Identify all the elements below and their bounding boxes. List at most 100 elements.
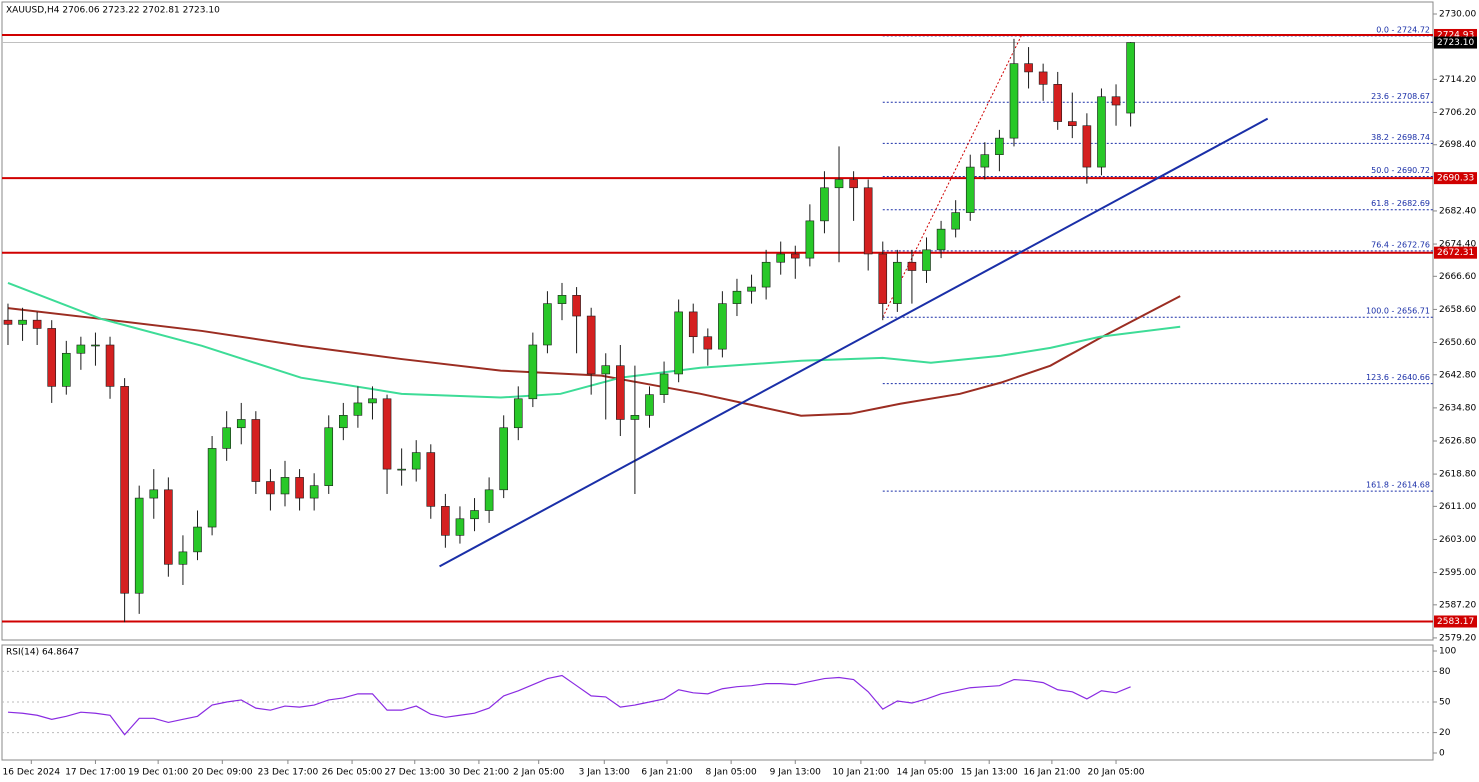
- candle-body: [1009, 63, 1019, 139]
- candle-body: [353, 402, 363, 416]
- fib-label: 0.0 - 2724.72: [1376, 25, 1430, 34]
- fib-connector: [882, 35, 1022, 318]
- candle-body: [513, 398, 523, 429]
- current-price-label: 2723.10: [1437, 38, 1474, 48]
- candle-body: [470, 510, 479, 520]
- candle-body: [645, 394, 654, 416]
- y-tick-label: 2579.20: [1439, 633, 1476, 643]
- fib-label: 161.8 - 2614.68: [1366, 481, 1430, 490]
- level-box: [1434, 172, 1477, 185]
- x-tick-label: 20 Dec 09:00: [192, 768, 253, 778]
- candle-body: [61, 352, 71, 387]
- x-tick-label: 10 Jan 21:00: [832, 768, 889, 778]
- candle-body: [251, 419, 261, 482]
- candle-body: [980, 154, 990, 168]
- candle-body: [1067, 121, 1077, 127]
- candle-body: [543, 303, 552, 346]
- candle-body: [674, 311, 683, 375]
- candle-body: [120, 386, 129, 594]
- fib-label: 100.0 - 2656.71: [1366, 307, 1430, 316]
- rsi-tick-label: 50: [1439, 698, 1451, 708]
- candle-body: [616, 365, 625, 420]
- candle-body: [76, 344, 86, 354]
- candle-body: [1111, 96, 1121, 106]
- x-tick-label: 16 Jan 21:00: [1023, 768, 1080, 778]
- candle-body: [178, 551, 188, 565]
- level-label: 2583.17: [1437, 617, 1474, 627]
- x-tick-label: 14 Jan 05:00: [897, 768, 954, 778]
- x-tick-label: 6 Jan 21:00: [641, 768, 693, 778]
- level-box: [1434, 246, 1477, 259]
- candle-body: [411, 452, 421, 470]
- level-label: 2724.93: [1437, 30, 1474, 40]
- rsi-line: [7, 674, 1131, 736]
- candle-body: [965, 166, 975, 213]
- candle-body: [732, 290, 742, 304]
- rsi-tick-label: 0: [1439, 749, 1445, 759]
- candle-body: [586, 315, 596, 375]
- y-tick-label: 2595.00: [1439, 568, 1476, 578]
- candle-body: [368, 398, 377, 404]
- candle-body: [441, 506, 450, 536]
- x-tick-label: 30 Dec 21:00: [449, 768, 510, 778]
- candle-body: [324, 427, 334, 486]
- y-tick-label: 2650.60: [1439, 338, 1476, 348]
- candle-body: [630, 415, 640, 420]
- trendline: [439, 117, 1269, 568]
- candle-body: [134, 497, 144, 594]
- candle-body: [688, 311, 698, 338]
- candle-body: [834, 179, 844, 189]
- moving-average: [7, 282, 1181, 399]
- candle-body: [309, 485, 319, 499]
- x-tick-label: 8 Jan 05:00: [705, 768, 757, 778]
- candle-body: [1024, 63, 1033, 73]
- candle-body: [805, 220, 815, 259]
- candle-body: [18, 319, 27, 325]
- candle-body: [1038, 71, 1048, 85]
- y-tick-label: 2642.80: [1439, 370, 1476, 380]
- candle-body: [47, 328, 57, 387]
- candle-body: [91, 344, 100, 347]
- y-tick-label: 2611.00: [1439, 502, 1476, 512]
- y-tick-label: 2666.60: [1439, 272, 1476, 282]
- x-tick-label: 16 Dec 2024: [3, 768, 61, 778]
- current-price-box: [1434, 36, 1477, 49]
- main-panel: [1, 1, 1434, 641]
- fib-label: 50.0 - 2690.72: [1371, 166, 1430, 175]
- fib-label: 123.6 - 2640.66: [1366, 373, 1430, 382]
- candle-body: [718, 303, 727, 350]
- candle-body: [164, 489, 173, 565]
- y-tick-label: 2706.20: [1439, 108, 1476, 118]
- x-tick-label: 27 Dec 13:00: [384, 768, 445, 778]
- candle-body: [893, 261, 902, 304]
- x-tick-label: 23 Dec 17:00: [258, 768, 319, 778]
- candle-body: [266, 481, 275, 495]
- level-box: [1434, 615, 1477, 628]
- rsi-tick-label: 80: [1439, 667, 1451, 677]
- x-tick-label: 19 Dec 01:00: [128, 768, 189, 778]
- candle-body: [426, 452, 436, 507]
- candle-body: [790, 253, 800, 259]
- candle-body: [747, 286, 756, 292]
- y-tick-label: 2714.20: [1439, 75, 1476, 85]
- candle-body: [849, 179, 858, 189]
- candle-body: [499, 427, 508, 491]
- rsi-tick-label: 20: [1439, 728, 1451, 738]
- candle-body: [484, 489, 494, 511]
- moving-average: [7, 295, 1181, 417]
- candle-body: [951, 212, 960, 230]
- candle-body: [907, 261, 917, 271]
- candle-body: [3, 319, 13, 325]
- fib-label: 38.2 - 2698.74: [1371, 133, 1430, 142]
- fib-label: 76.4 - 2672.76: [1371, 240, 1430, 249]
- rsi-tick-label: 100: [1439, 647, 1456, 657]
- candle-body: [1126, 42, 1135, 114]
- candle-body: [382, 398, 392, 470]
- x-tick-label: 3 Jan 13:00: [579, 768, 631, 778]
- fib-label: 23.6 - 2708.67: [1371, 92, 1430, 101]
- candle-body: [703, 336, 713, 350]
- candle-body: [761, 261, 771, 288]
- y-tick-label: 2603.00: [1439, 535, 1476, 545]
- candle-body: [280, 477, 290, 495]
